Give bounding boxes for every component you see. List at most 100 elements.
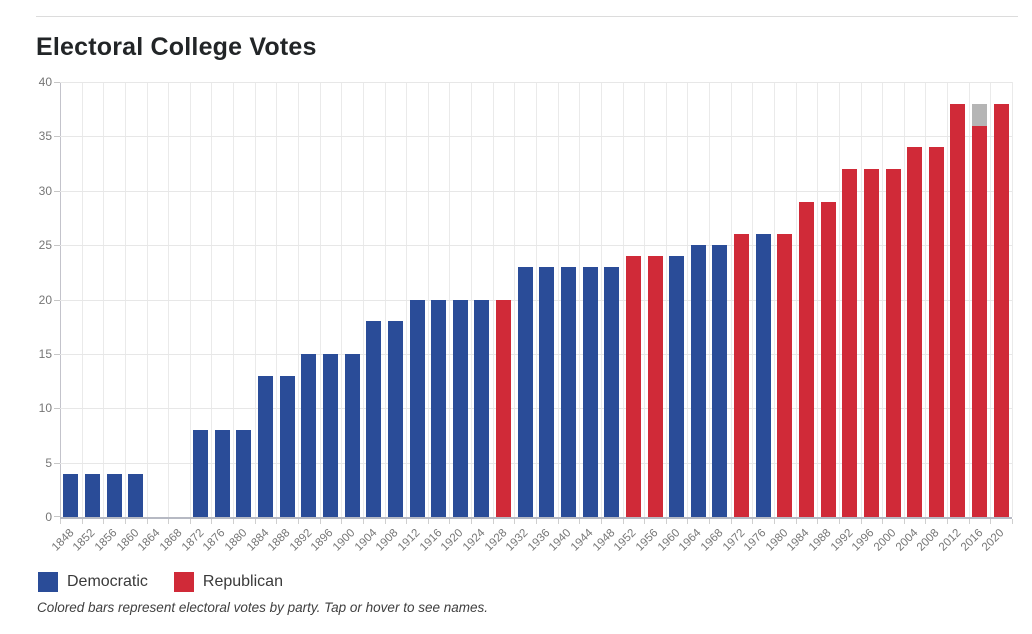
bar-segment-republican — [798, 201, 814, 517]
bar-segment-democratic — [452, 299, 468, 517]
y-axis-tick — [54, 516, 60, 517]
y-axis-tick — [54, 82, 60, 83]
grid-line-horizontal — [60, 190, 1012, 192]
x-axis-tick — [146, 519, 148, 524]
bar-segment-democratic — [712, 245, 728, 517]
bar-segment-democratic — [539, 266, 555, 517]
bar-1856[interactable] — [106, 473, 122, 517]
x-axis-tick — [514, 519, 516, 524]
bar-1920[interactable] — [452, 299, 468, 517]
grid-line-horizontal — [60, 299, 1012, 301]
bar-1940[interactable] — [560, 266, 576, 517]
bar-1936[interactable] — [539, 266, 555, 517]
bar-1956[interactable] — [647, 256, 663, 517]
legend-item-republican[interactable]: Republican — [173, 572, 283, 592]
page-title: Electoral College Votes — [36, 33, 317, 61]
bar-segment-republican — [863, 169, 879, 517]
bar-1972[interactable] — [734, 234, 750, 517]
bar-1848[interactable] — [63, 473, 79, 517]
x-axis-tick — [233, 519, 235, 524]
bar-1988[interactable] — [820, 201, 836, 517]
x-axis-line — [60, 517, 1012, 519]
bar-1976[interactable] — [755, 234, 771, 517]
bar-segment-democratic — [560, 266, 576, 517]
bar-1996[interactable] — [863, 169, 879, 517]
bar-2012[interactable] — [950, 103, 966, 517]
bar-segment-democratic — [344, 353, 360, 517]
x-axis-tick — [622, 519, 624, 524]
bar-1992[interactable] — [842, 169, 858, 517]
bar-1904[interactable] — [366, 321, 382, 517]
y-axis-label: 5 — [45, 455, 52, 470]
bar-2020[interactable] — [993, 103, 1009, 517]
bar-segment-republican — [842, 169, 858, 517]
bar-1916[interactable] — [431, 299, 447, 517]
bar-1928[interactable] — [496, 299, 512, 517]
y-axis-label: 15 — [38, 346, 52, 361]
y-axis-label: 20 — [38, 292, 52, 307]
bar-1852[interactable] — [84, 473, 100, 517]
bar-1960[interactable] — [669, 256, 685, 517]
legend-item-democratic[interactable]: Democratic — [38, 572, 148, 592]
x-axis-tick — [341, 519, 343, 524]
bar-1968[interactable] — [712, 245, 728, 517]
bar-segment-republican — [647, 256, 663, 517]
grid-line-horizontal — [60, 82, 1012, 83]
bar-2008[interactable] — [928, 147, 944, 517]
bar-1884[interactable] — [258, 375, 274, 517]
grid-line-vertical — [1012, 82, 1013, 517]
bar-1980[interactable] — [777, 234, 793, 517]
bar-segment-republican — [625, 256, 641, 517]
bar-segment-democratic — [604, 266, 620, 517]
bar-1880[interactable] — [236, 430, 252, 517]
bar-1912[interactable] — [409, 299, 425, 517]
bar-1952[interactable] — [625, 256, 641, 517]
democratic-swatch-icon — [38, 572, 58, 592]
bar-1860[interactable] — [128, 473, 144, 517]
x-axis-tick — [903, 519, 905, 524]
bar-segment-republican — [496, 299, 512, 517]
x-axis-tick — [579, 519, 581, 524]
bar-1900[interactable] — [344, 353, 360, 517]
x-axis-tick — [60, 519, 61, 524]
x-axis-tick — [665, 519, 667, 524]
bar-1948[interactable] — [604, 266, 620, 517]
x-axis-tick — [362, 519, 364, 524]
bar-1984[interactable] — [798, 201, 814, 517]
footnote: Colored bars represent electoral votes b… — [37, 600, 488, 615]
x-axis-tick — [471, 519, 473, 524]
x-axis-tick — [189, 519, 191, 524]
bar-1888[interactable] — [279, 375, 295, 517]
bar-segment-other — [972, 103, 988, 126]
bar-1872[interactable] — [193, 430, 209, 517]
bar-segment-republican — [820, 201, 836, 517]
bar-1944[interactable] — [582, 266, 598, 517]
bar-2016[interactable] — [972, 103, 988, 517]
x-axis-tick — [1012, 519, 1013, 524]
x-axis-tick — [947, 519, 949, 524]
x-axis-tick — [838, 519, 840, 524]
bar-1892[interactable] — [301, 353, 317, 517]
x-axis-tick — [319, 519, 321, 524]
y-axis-label: 25 — [38, 238, 52, 253]
bar-1964[interactable] — [690, 245, 706, 517]
bar-1924[interactable] — [474, 299, 490, 517]
top-divider — [36, 16, 1018, 17]
bar-2000[interactable] — [885, 169, 901, 517]
bar-1908[interactable] — [387, 321, 403, 517]
bar-segment-democratic — [755, 234, 771, 517]
x-axis-tick — [752, 519, 754, 524]
bar-1896[interactable] — [322, 353, 338, 517]
x-axis-tick — [817, 519, 819, 524]
y-axis-tick — [54, 408, 60, 410]
bar-segment-democratic — [193, 430, 209, 517]
y-axis-label: 30 — [38, 183, 52, 198]
bar-segment-democratic — [366, 321, 382, 517]
x-axis-tick — [536, 519, 537, 524]
bar-segment-democratic — [214, 430, 230, 517]
bar-1932[interactable] — [517, 266, 533, 517]
bar-1876[interactable] — [214, 430, 230, 517]
bar-2004[interactable] — [907, 147, 923, 517]
x-axis-tick — [860, 519, 862, 524]
